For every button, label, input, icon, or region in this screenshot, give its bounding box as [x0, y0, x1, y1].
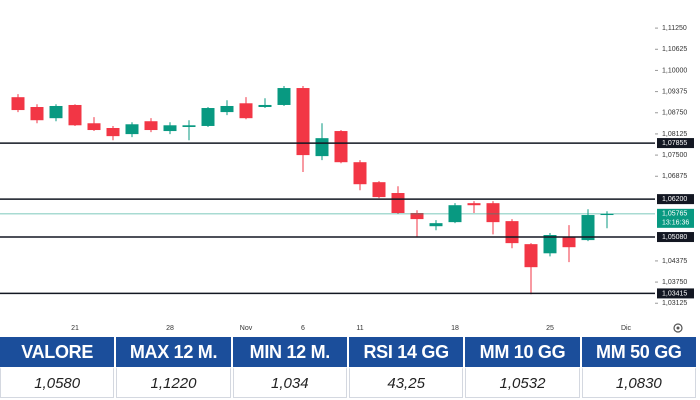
- x-tick-label: Dic: [621, 325, 632, 332]
- level-tag: [657, 138, 694, 149]
- candle-body: [220, 105, 234, 113]
- level-tag: [657, 288, 694, 299]
- y-tick-label: 1,09375: [662, 88, 687, 95]
- last-price-label: 1,05765: [662, 211, 687, 218]
- candle-body: [144, 121, 158, 131]
- y-tick-label: 1,03750: [662, 279, 687, 286]
- candle-body: [239, 103, 253, 119]
- candle-body: [600, 213, 614, 216]
- candle-body: [486, 203, 500, 223]
- header-cell: MM 10 GG: [465, 337, 580, 367]
- table-cell: 43,25: [348, 367, 464, 398]
- table-cell: 1,0580: [0, 367, 115, 398]
- candle-body: [372, 182, 386, 198]
- y-tick-label: 1,08125: [662, 131, 687, 138]
- candle-body: [296, 88, 310, 156]
- candle-body: [258, 104, 272, 108]
- candle-body: [87, 123, 101, 131]
- x-tick-label: 18: [451, 325, 459, 332]
- table-cell: 1,1220: [116, 367, 231, 398]
- candle-body: [353, 162, 367, 185]
- y-tick-label: 1,07500: [662, 152, 687, 159]
- y-tick-label: 1,03125: [662, 300, 687, 307]
- header-row: VALORE MAX 12 M. MIN 12 M. RSI 14 GG MM 10 G…: [0, 337, 696, 367]
- last-price-time: 13:16:36: [662, 220, 689, 227]
- candle-body: [334, 131, 348, 163]
- table-cell: 1,0830: [581, 367, 696, 398]
- candle-body: [467, 203, 481, 206]
- candle-body: [315, 138, 329, 157]
- gear-center: [676, 326, 680, 330]
- level-label: 1,07855: [662, 140, 687, 147]
- y-tick-label: 1,10000: [662, 67, 687, 74]
- x-tick-label: 28: [166, 325, 174, 332]
- x-tick-label: 25: [546, 325, 554, 332]
- stats-table: VALORE MAX 12 M. MIN 12 M. RSI 14 GG MM 10 G…: [0, 337, 698, 398]
- candle-body: [505, 221, 519, 244]
- header-cell: MAX 12 M.: [116, 337, 231, 367]
- candle-body: [106, 128, 120, 137]
- table-cell: 1,034: [232, 367, 347, 398]
- y-tick-label: 1,04375: [662, 258, 687, 265]
- candle-body: [391, 193, 405, 213]
- x-tick-label: 6: [301, 325, 305, 332]
- level-label: 1,06200: [662, 196, 687, 203]
- header-cell: RSI 14 GG: [348, 337, 464, 367]
- candle-body: [277, 88, 291, 105]
- y-tick-label: 1,10625: [662, 46, 687, 53]
- x-tick-label: 21: [71, 325, 79, 332]
- candle-body: [68, 104, 82, 126]
- candle-body: [125, 124, 139, 135]
- x-tick-label: Nov: [240, 325, 253, 332]
- candle-body: [581, 215, 595, 241]
- header-cell: MIN 12 M.: [232, 337, 347, 367]
- header-cell: MM 50 GG: [581, 337, 696, 367]
- table-body: 1,0580 1,1220 1,034 43,25 1,0532 1,0830: [0, 367, 696, 398]
- candle-body: [49, 105, 63, 119]
- candle-body: [410, 212, 424, 220]
- level-tag: [657, 194, 694, 205]
- gear-ring: [673, 323, 683, 333]
- chart: 1,11250 1,10625 1,10000 1,09375 1,08750 1,081…: [0, 25, 694, 333]
- candle-body: [182, 125, 196, 127]
- header-cell: VALORE: [0, 337, 115, 367]
- level-tag: [657, 232, 694, 243]
- candle-body: [524, 244, 538, 268]
- candle-body: [11, 97, 25, 111]
- last-price-tag: [657, 208, 694, 228]
- candle-body: [562, 237, 576, 248]
- level-label: 1,05080: [662, 234, 687, 241]
- y-tick-label: 1,08750: [662, 110, 687, 117]
- candle-body: [163, 125, 177, 132]
- settings-icon[interactable]: [673, 323, 683, 333]
- candle-body: [201, 108, 215, 126]
- level-label: 1,03415: [662, 290, 687, 297]
- y-tick-label: 1,06875: [662, 173, 687, 180]
- candle-body: [543, 235, 557, 254]
- x-tick-label: 11: [356, 325, 363, 332]
- candle-body: [429, 223, 443, 227]
- table-row: 1,0580 1,1220 1,034 43,25 1,0532 1,0830: [0, 367, 696, 398]
- candle-body: [30, 107, 44, 121]
- table-cell: 1,0532: [465, 367, 580, 398]
- y-tick-label: 1,11250: [662, 25, 687, 32]
